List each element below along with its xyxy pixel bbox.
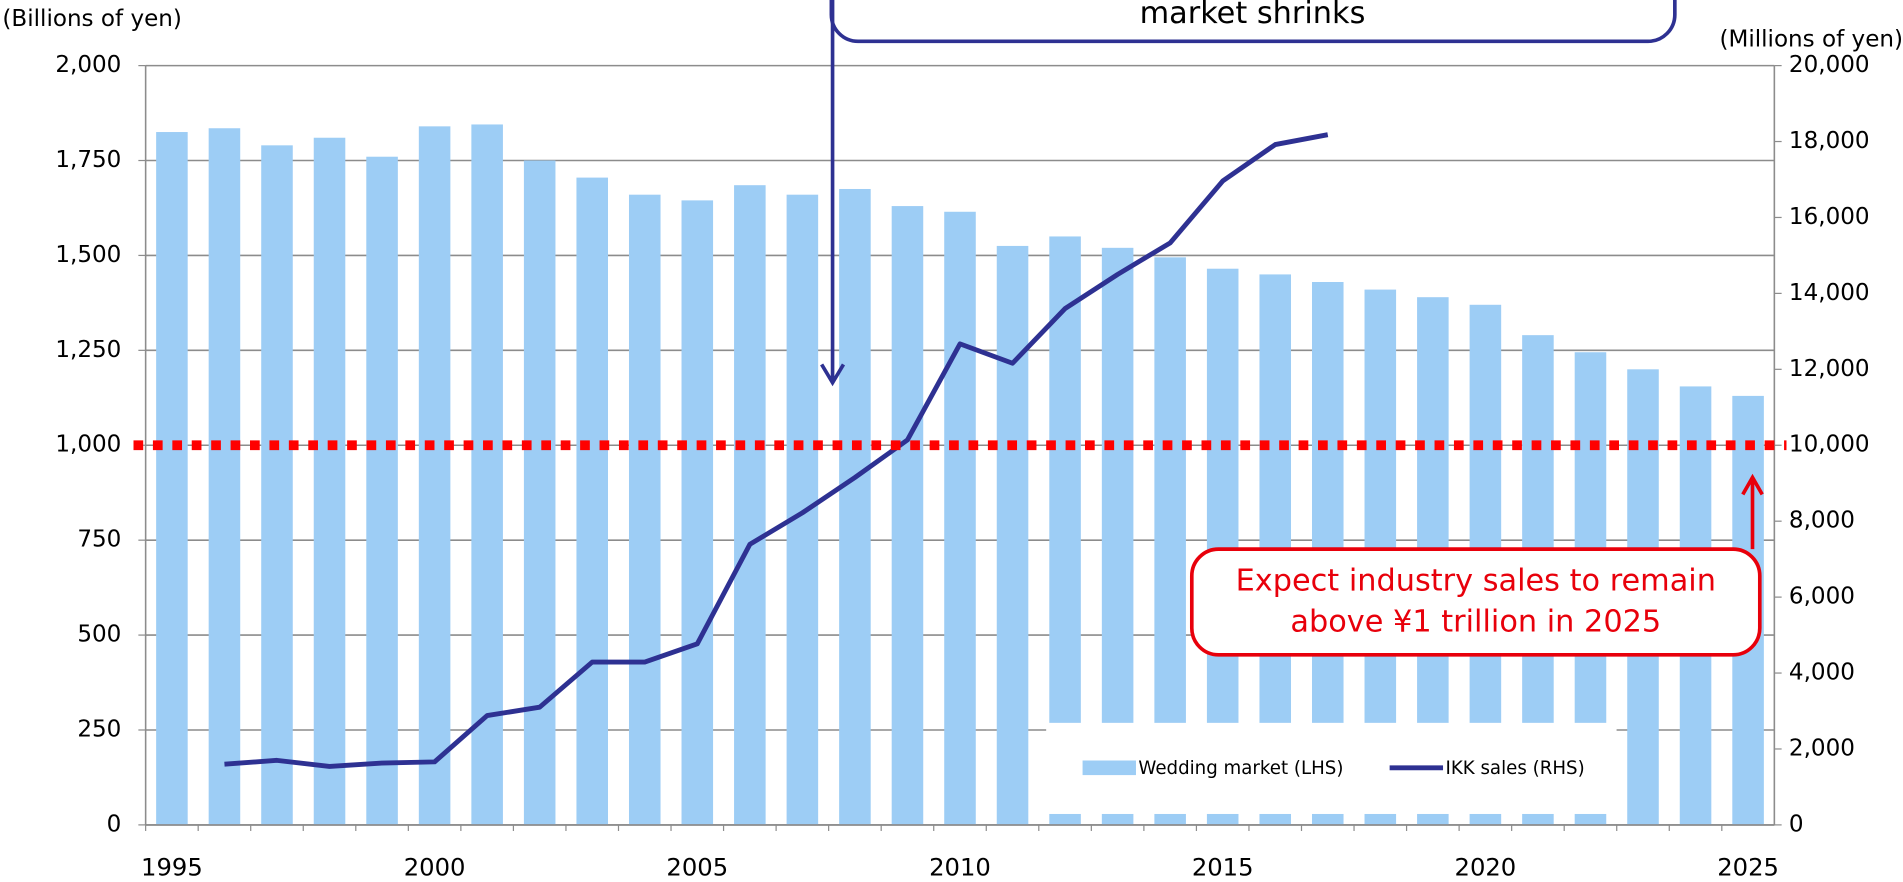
y2-tick-label: 0 — [1789, 811, 1804, 837]
bar — [628, 194, 661, 825]
bar — [576, 177, 608, 825]
y2-tick-label: 14,000 — [1789, 280, 1870, 306]
y-tick-label: 500 — [77, 622, 121, 648]
legend-label: Wedding market (LHS) — [1138, 758, 1343, 779]
bar — [681, 200, 714, 825]
y2-tick-label: 2,000 — [1789, 735, 1855, 761]
bar — [523, 160, 556, 825]
y-tick-label: 2,000 — [55, 52, 121, 78]
legend-label: IKK sales (RHS) — [1445, 758, 1584, 779]
x-tick-label: 2025 — [1717, 853, 1779, 882]
x-tick-label: 2020 — [1455, 853, 1517, 882]
y-tick-label: 750 — [77, 527, 121, 553]
bar — [418, 126, 451, 825]
line — [224, 132, 1329, 769]
legend-box — [1046, 722, 1617, 814]
x-tick-label: 2005 — [666, 853, 728, 882]
y-axis-label: (Billions of yen) — [2, 6, 181, 32]
bar — [944, 211, 976, 825]
bar — [261, 145, 293, 825]
bar — [891, 206, 924, 825]
bar — [156, 132, 188, 825]
annotation-box — [829, 0, 1677, 44]
bar — [734, 185, 766, 825]
bar — [313, 137, 346, 825]
y-tick-label: 1,500 — [55, 242, 121, 268]
y2-tick-label: 12,000 — [1789, 356, 1870, 382]
annotation-text: Expect industry sales to remain — [1236, 563, 1716, 598]
y2-tick-label: 16,000 — [1789, 204, 1870, 230]
legend: Wedding market (LHS) IKK sales (RHS) — [1046, 722, 1617, 814]
y-tick-label: 1,250 — [55, 337, 121, 363]
y2-tick-label: 18,000 — [1789, 128, 1870, 154]
annotation-arrow — [1741, 473, 1764, 550]
y2-tick-label: 8,000 — [1789, 508, 1855, 534]
bar — [208, 128, 241, 825]
bar — [366, 156, 398, 825]
y2-tick-label: 6,000 — [1789, 584, 1855, 610]
annotation-arrow — [820, 0, 846, 387]
legend-swatch — [1082, 760, 1136, 776]
y2-tick-label: 20,000 — [1789, 52, 1870, 78]
annotation-text: above ¥1 trillion in 2025 — [1290, 605, 1661, 640]
y2-tick-label: 4,000 — [1789, 660, 1855, 686]
x-tick-label: 2000 — [404, 853, 466, 882]
y2-tick-label: 10,000 — [1789, 432, 1870, 458]
annotation-text: market shrinks — [1140, 0, 1366, 31]
bar — [471, 124, 503, 825]
x-tick-label: 2010 — [929, 853, 991, 882]
y-tick-label: 250 — [77, 716, 121, 742]
bar — [839, 188, 871, 825]
x-tick-label: 1995 — [141, 853, 203, 882]
annotation-box — [1189, 547, 1762, 657]
y-tick-label: 0 — [107, 811, 122, 837]
x-tick-label: 2015 — [1192, 853, 1254, 882]
y-tick-label: 1,750 — [55, 147, 121, 173]
y2-axis-label: (Millions of yen) — [1719, 27, 1903, 53]
bar — [786, 194, 819, 825]
bar — [996, 245, 1029, 825]
y-tick-label: 1,000 — [55, 432, 121, 458]
